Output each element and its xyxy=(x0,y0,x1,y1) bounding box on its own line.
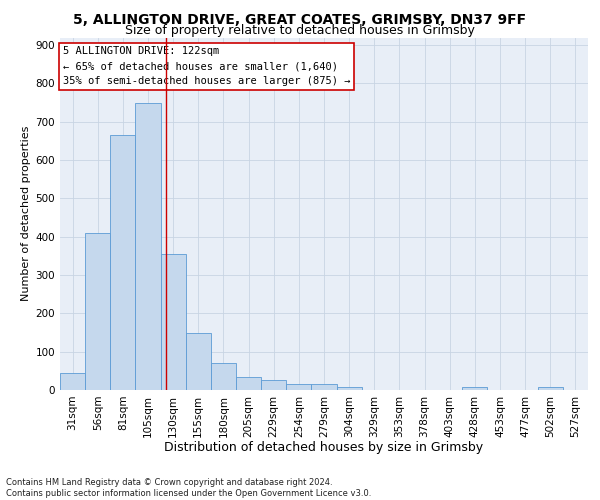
Bar xyxy=(211,363,236,390)
X-axis label: Distribution of detached houses by size in Grimsby: Distribution of detached houses by size … xyxy=(164,441,484,454)
Text: 5 ALLINGTON DRIVE: 122sqm
← 65% of detached houses are smaller (1,640)
35% of se: 5 ALLINGTON DRIVE: 122sqm ← 65% of detac… xyxy=(62,46,350,86)
Bar xyxy=(186,334,211,390)
Bar xyxy=(286,384,311,390)
Bar xyxy=(136,102,161,390)
Bar xyxy=(538,388,563,390)
Bar xyxy=(236,378,261,390)
Bar xyxy=(311,384,337,390)
Text: Size of property relative to detached houses in Grimsby: Size of property relative to detached ho… xyxy=(125,24,475,37)
Bar xyxy=(462,388,487,390)
Y-axis label: Number of detached properties: Number of detached properties xyxy=(22,126,31,302)
Bar xyxy=(60,373,85,390)
Bar xyxy=(85,233,110,390)
Bar xyxy=(337,386,362,390)
Text: Contains HM Land Registry data © Crown copyright and database right 2024.
Contai: Contains HM Land Registry data © Crown c… xyxy=(6,478,371,498)
Bar xyxy=(110,135,136,390)
Bar xyxy=(261,380,286,390)
Text: 5, ALLINGTON DRIVE, GREAT COATES, GRIMSBY, DN37 9FF: 5, ALLINGTON DRIVE, GREAT COATES, GRIMSB… xyxy=(73,12,527,26)
Bar xyxy=(161,254,186,390)
